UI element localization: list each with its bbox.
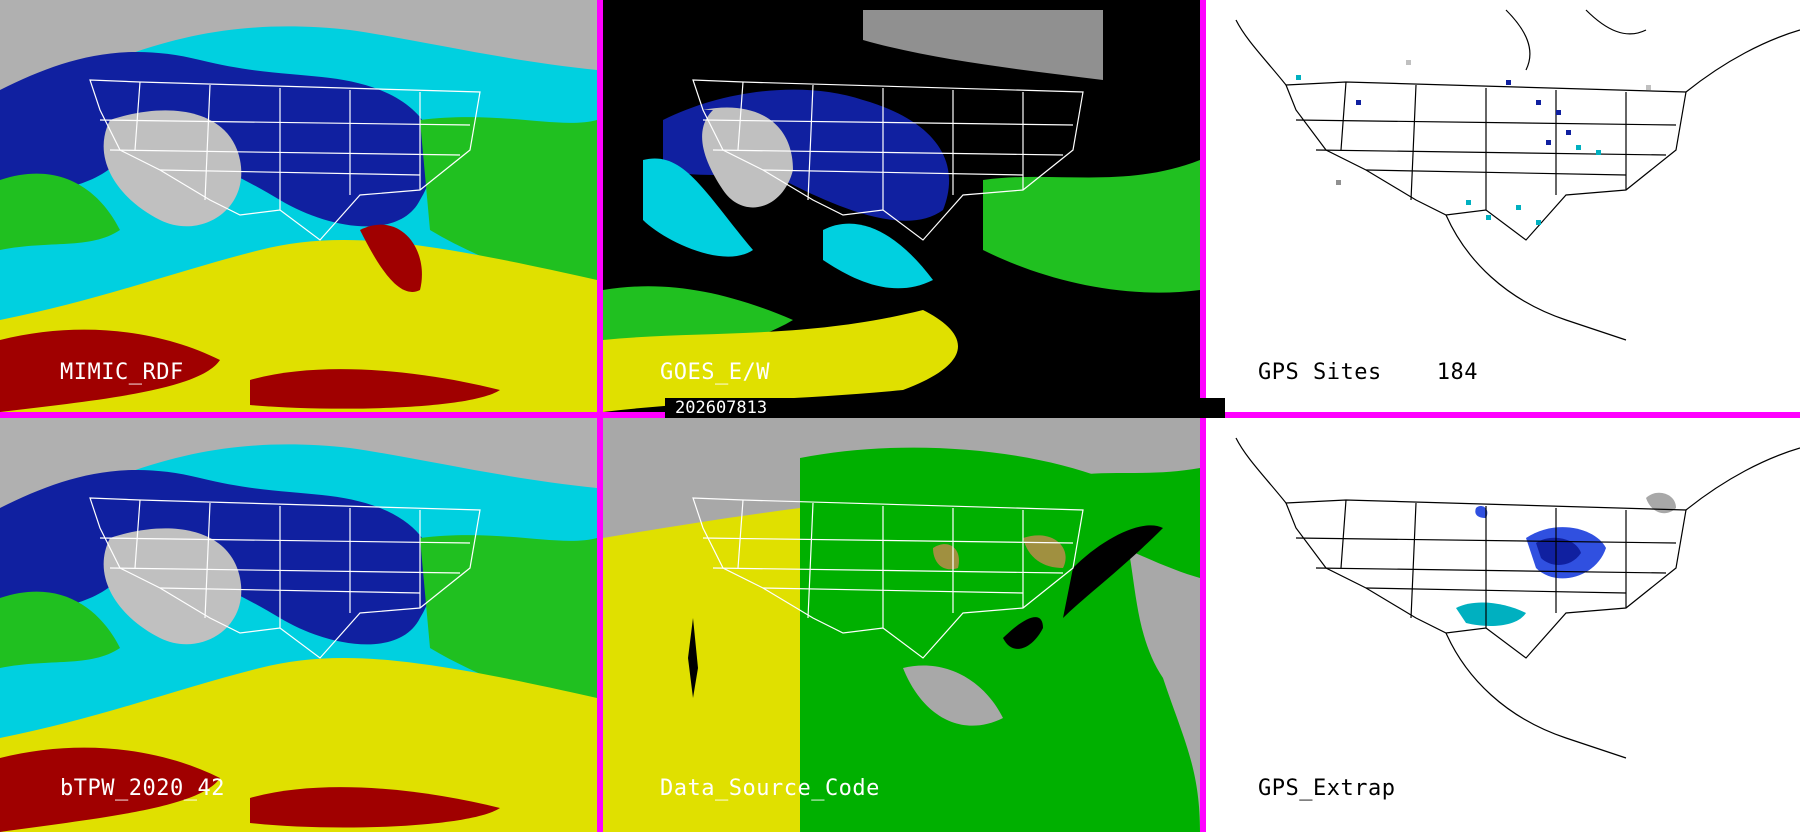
panel-label: bTPW_2020_42 <box>60 776 225 801</box>
map-panel-btpw: bTPW_2020_42 <box>0 418 597 832</box>
gps-sites-count: 184 <box>1436 360 1478 385</box>
panel-label: GOES_E/W <box>660 360 770 385</box>
panel-label: GPS Sites 184 <box>1258 360 1478 385</box>
mimic-rdf-map <box>0 0 597 412</box>
gps-sites-map <box>1206 0 1800 412</box>
data-source-code-map <box>603 418 1200 832</box>
btpw-map <box>0 418 597 832</box>
panel-label: MIMIC_RDF <box>60 360 184 385</box>
map-panel-goes: GOES_E/W <box>603 0 1200 412</box>
map-panel-data-source-code: Data_Source_Code <box>603 418 1200 832</box>
panel-label: Data_Source_Code <box>660 776 880 801</box>
map-panel-mimic-rdf: MIMIC_RDF <box>0 0 597 412</box>
gps-site-markers <box>1296 60 1651 225</box>
map-panel-gps-extrap: GPS_Extrap <box>1206 418 1800 832</box>
map-panel-gps-sites: GPS Sites 184 <box>1206 0 1800 412</box>
gps-sites-label: GPS Sites <box>1258 360 1382 385</box>
timestamp-bar: 202607813 <box>665 398 1225 418</box>
gps-extrap-map <box>1206 418 1800 832</box>
goes-map <box>603 0 1200 412</box>
panel-label: GPS_Extrap <box>1258 776 1396 801</box>
